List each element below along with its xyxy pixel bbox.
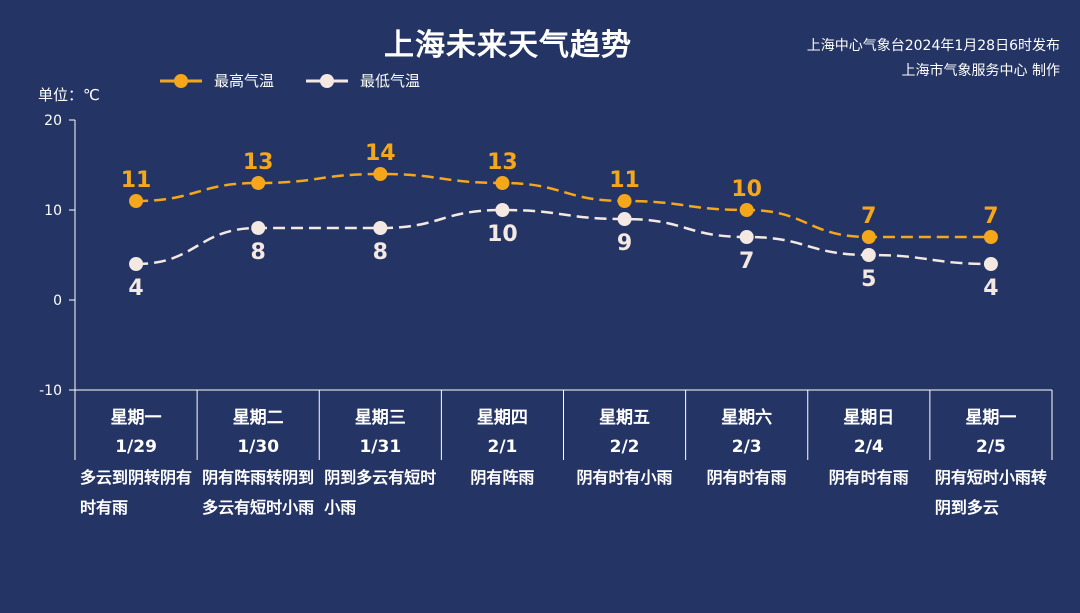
x-tick-date: 2/3 — [732, 437, 762, 457]
data-point-low — [983, 257, 998, 271]
y-tick-label: 0 — [53, 293, 62, 309]
data-label-low: 8 — [251, 240, 266, 265]
data-point-low — [251, 221, 266, 235]
data-label-low: 5 — [861, 267, 876, 292]
legend-item-low: 最低气温 — [306, 70, 420, 91]
x-tick-weekday: 星期日 — [843, 408, 894, 428]
data-label-high: 13 — [487, 150, 518, 175]
data-label-high: 7 — [983, 204, 998, 229]
x-tick-date: 2/1 — [488, 437, 518, 457]
data-point-high — [617, 194, 632, 208]
data-point-high — [983, 230, 998, 244]
legend-low-marker — [306, 73, 349, 88]
weather-description: 阴有时有雨 — [706, 468, 787, 487]
legend-high-marker — [160, 73, 202, 88]
x-tick-weekday: 星期六 — [721, 407, 772, 428]
weather-description: 阴有短时小雨转阴到多云 — [934, 468, 1047, 517]
source-info: 上海中心气象台2024年1月28日6时发布 上海市气象服务中心 制作 — [807, 34, 1060, 84]
x-tick-weekday: 星期四 — [477, 408, 528, 428]
series-line-low — [136, 208, 991, 266]
x-tick-date: 2/2 — [610, 437, 640, 457]
data-point-high — [251, 176, 266, 190]
legend-label-low: 最低气温 — [360, 72, 421, 90]
source-line-2: 上海市气象服务中心 制作 — [901, 63, 1060, 79]
x-tick-date: 1/31 — [359, 437, 401, 457]
legend: 最高气温 最低气温 — [160, 70, 452, 91]
weather-description: 多云到阴转阴有时有雨 — [80, 468, 193, 517]
data-label-low: 4 — [983, 276, 998, 301]
data-point-high — [129, 194, 144, 208]
data-label-high: 14 — [365, 141, 396, 166]
data-label-low: 10 — [487, 222, 518, 247]
data-point-high — [739, 203, 754, 217]
y-tick-label: -10 — [39, 383, 62, 399]
series-line-high — [136, 172, 991, 239]
weather-description: 阴有阵雨 — [470, 468, 535, 487]
data-point-low — [495, 203, 510, 217]
data-label-high: 7 — [861, 204, 876, 229]
data-point-high — [373, 167, 388, 181]
data-label-low: 7 — [739, 249, 754, 274]
data-label-high: 10 — [731, 177, 762, 202]
x-tick-date: 1/29 — [115, 437, 157, 457]
weather-description: 阴有时有雨 — [828, 468, 909, 487]
x-tick-date: 2/5 — [976, 437, 1006, 457]
y-tick-label: 20 — [44, 113, 62, 129]
weather-description: 阴到多云有短时小雨 — [324, 468, 437, 517]
x-tick-date: 2/4 — [854, 437, 884, 457]
page-title: 上海未来天气趋势 — [384, 28, 632, 63]
data-label-high: 11 — [121, 168, 152, 193]
unit-label: 单位：℃ — [38, 86, 100, 104]
legend-item-high: 最高气温 — [160, 70, 274, 91]
y-tick-label: 10 — [44, 203, 62, 219]
weather-description: 阴有阵雨转阴到多云有短时小雨 — [202, 468, 315, 517]
x-tick-weekday: 星期三 — [355, 408, 406, 428]
x-tick-weekday: 星期一 — [111, 408, 162, 428]
data-label-high: 11 — [609, 168, 640, 193]
data-point-high — [861, 230, 876, 244]
data-point-low — [617, 212, 632, 226]
x-tick-weekday: 星期五 — [599, 408, 650, 428]
source-line-1: 上海中心气象台2024年1月28日6时发布 — [806, 38, 1060, 54]
data-point-low — [129, 257, 144, 271]
data-label-low: 8 — [373, 240, 388, 265]
data-point-low — [739, 230, 754, 244]
weather-description: 阴有时有小雨 — [576, 468, 673, 487]
x-tick-weekday: 星期二 — [233, 408, 284, 428]
data-label-high: 13 — [243, 150, 274, 175]
data-label-low: 9 — [617, 231, 632, 256]
data-label-low: 4 — [128, 276, 143, 301]
x-tick-weekday: 星期一 — [965, 408, 1016, 428]
data-point-high — [495, 176, 510, 190]
legend-label-high: 最高气温 — [214, 72, 275, 90]
x-tick-date: 1/30 — [237, 437, 279, 457]
data-point-low — [373, 221, 388, 235]
data-point-low — [861, 248, 876, 262]
